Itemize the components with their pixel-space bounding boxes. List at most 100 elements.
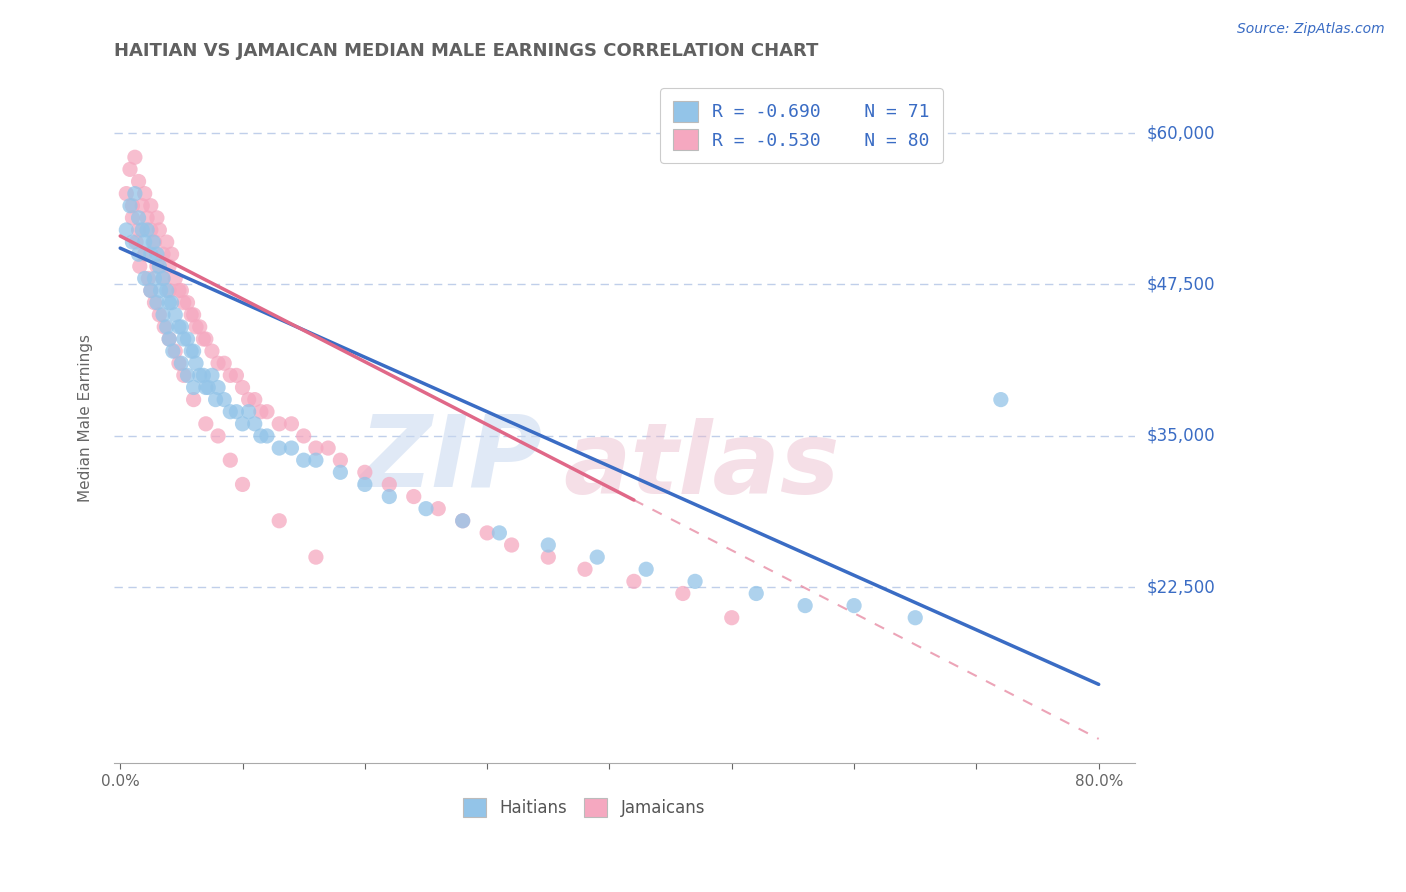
- Point: [176, 295, 198, 310]
- Point: [586, 550, 609, 565]
- Point: [636, 562, 658, 576]
- Point: [250, 429, 273, 443]
- Point: [170, 356, 193, 370]
- Point: [316, 441, 339, 455]
- Point: [152, 308, 174, 322]
- Point: [146, 295, 169, 310]
- Point: [180, 308, 202, 322]
- Point: [501, 538, 523, 552]
- Point: [176, 368, 198, 383]
- Point: [165, 308, 187, 322]
- Point: [143, 271, 166, 285]
- Legend: Haitians, Jamaicans: Haitians, Jamaicans: [456, 791, 711, 824]
- Point: [201, 368, 224, 383]
- Point: [231, 417, 253, 431]
- Point: [148, 260, 170, 274]
- Point: [574, 562, 596, 576]
- Point: [131, 199, 153, 213]
- Y-axis label: Median Male Earnings: Median Male Earnings: [79, 334, 93, 502]
- Point: [139, 199, 162, 213]
- Point: [329, 465, 352, 479]
- Point: [134, 271, 156, 285]
- Point: [121, 235, 143, 249]
- Point: [378, 477, 401, 491]
- Point: [128, 174, 150, 188]
- Point: [225, 405, 247, 419]
- Point: [118, 162, 141, 177]
- Point: [170, 284, 193, 298]
- Point: [990, 392, 1012, 407]
- Point: [157, 332, 180, 346]
- Point: [204, 392, 226, 407]
- Point: [193, 368, 215, 383]
- Point: [157, 260, 180, 274]
- Point: [167, 319, 190, 334]
- Point: [143, 295, 166, 310]
- Point: [207, 429, 229, 443]
- Point: [118, 199, 141, 213]
- Point: [184, 319, 207, 334]
- Point: [134, 186, 156, 201]
- Point: [231, 477, 253, 491]
- Point: [153, 319, 176, 334]
- Point: [280, 417, 302, 431]
- Point: [280, 441, 302, 455]
- Point: [219, 405, 242, 419]
- Point: [115, 186, 138, 201]
- Point: [157, 284, 180, 298]
- Point: [212, 356, 235, 370]
- Point: [207, 356, 229, 370]
- Point: [170, 319, 193, 334]
- Point: [427, 501, 450, 516]
- Point: [475, 525, 498, 540]
- Point: [152, 271, 174, 285]
- Point: [683, 574, 706, 589]
- Point: [842, 599, 865, 613]
- Text: HAITIAN VS JAMAICAN MEDIAN MALE EARNINGS CORRELATION CHART: HAITIAN VS JAMAICAN MEDIAN MALE EARNINGS…: [114, 42, 818, 60]
- Point: [121, 199, 143, 213]
- Point: [225, 368, 247, 383]
- Point: [165, 271, 187, 285]
- Point: [238, 405, 260, 419]
- Point: [173, 368, 195, 383]
- Point: [292, 429, 315, 443]
- Point: [183, 392, 205, 407]
- Point: [136, 223, 159, 237]
- Point: [353, 477, 375, 491]
- Point: [305, 453, 328, 467]
- Point: [250, 405, 273, 419]
- Point: [193, 332, 215, 346]
- Point: [488, 525, 510, 540]
- Point: [207, 380, 229, 394]
- Point: [173, 295, 195, 310]
- Point: [305, 441, 328, 455]
- Point: [128, 211, 150, 225]
- Point: [180, 344, 202, 359]
- Point: [134, 235, 156, 249]
- Point: [238, 392, 260, 407]
- Point: [143, 235, 166, 249]
- Point: [157, 295, 180, 310]
- Point: [672, 586, 695, 600]
- Point: [243, 417, 266, 431]
- Point: [537, 550, 560, 565]
- Point: [194, 332, 217, 346]
- Text: Source: ZipAtlas.com: Source: ZipAtlas.com: [1237, 22, 1385, 37]
- Point: [745, 586, 768, 600]
- Point: [219, 453, 242, 467]
- Point: [537, 538, 560, 552]
- Point: [156, 319, 179, 334]
- Point: [149, 284, 172, 298]
- Point: [269, 441, 291, 455]
- Point: [146, 247, 169, 261]
- Point: [146, 260, 169, 274]
- Point: [451, 514, 474, 528]
- Point: [904, 611, 927, 625]
- Point: [156, 284, 179, 298]
- Point: [415, 501, 437, 516]
- Point: [124, 150, 146, 164]
- Point: [219, 368, 242, 383]
- Point: [128, 223, 150, 237]
- Point: [160, 247, 183, 261]
- Point: [152, 247, 174, 261]
